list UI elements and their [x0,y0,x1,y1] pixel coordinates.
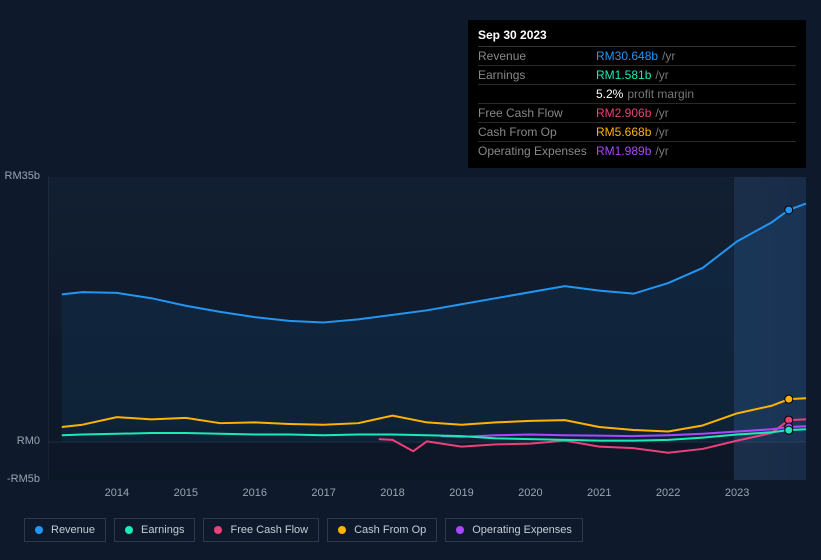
legend-dot-icon [125,526,133,534]
legend-item[interactable]: Free Cash Flow [203,518,319,542]
legend-item[interactable]: Operating Expenses [445,518,583,542]
tooltip-row-label: Free Cash Flow [478,106,596,120]
tooltip-row-label: Revenue [478,49,596,63]
tooltip-row-value: RM1.581b [596,68,651,82]
series-marker [785,426,793,434]
tooltip-row: Operating ExpensesRM1.989b/yr [478,142,796,160]
tooltip-row-suffix: /yr [662,49,675,63]
legend-dot-icon [35,526,43,534]
x-axis-tick: 2015 [174,487,198,499]
tooltip-row-label: Earnings [478,68,596,82]
legend-label: Earnings [141,524,184,536]
chart-lines [48,177,806,480]
tooltip-row-label: Operating Expenses [478,144,596,158]
legend-dot-icon [214,526,222,534]
tooltip-row-suffix: /yr [655,144,668,158]
tooltip-row: EarningsRM1.581b/yr [478,66,796,85]
legend-item[interactable]: Earnings [114,518,195,542]
tooltip-row-label: Cash From Op [478,125,596,139]
legend-label: Cash From Op [354,524,426,536]
legend-item[interactable]: Cash From Op [327,518,437,542]
tooltip-rows: RevenueRM30.648b/yrEarningsRM1.581b/yr5.… [478,47,796,160]
tooltip-row-value: RM1.989b [596,144,651,158]
y-axis-tick: -RM5b [0,473,40,485]
y-axis-tick: RM0 [0,435,40,447]
legend-dot-icon [338,526,346,534]
tooltip-row-value: RM30.648b [596,49,658,63]
tooltip-row-value: RM2.906b [596,106,651,120]
x-axis-tick: 2014 [105,487,129,499]
legend-label: Free Cash Flow [230,524,308,536]
legend-dot-icon [456,526,464,534]
legend-label: Revenue [51,524,95,536]
tooltip-row-suffix: /yr [655,68,668,82]
x-axis-tick: 2016 [242,487,266,499]
x-axis-tick: 2018 [380,487,404,499]
legend-label: Operating Expenses [472,524,572,536]
series-marker [785,395,793,403]
chart-tooltip: Sep 30 2023 RevenueRM30.648b/yrEarningsR… [468,20,806,168]
x-axis-tick: 2021 [587,487,611,499]
tooltip-date: Sep 30 2023 [478,28,796,47]
tooltip-subrow: 5.2% profit margin [478,85,796,104]
x-axis-tick: 2022 [656,487,680,499]
tooltip-row-value: RM5.668b [596,125,651,139]
x-axis-tick: 2019 [449,487,473,499]
tooltip-sub-pct: 5.2% [596,87,623,101]
tooltip-row-suffix: /yr [655,106,668,120]
legend-item[interactable]: Revenue [24,518,106,542]
revenue-history-chart: RM35bRM0-RM5b 20142015201620172018201920… [16,160,806,480]
tooltip-row-suffix: /yr [655,125,668,139]
tooltip-row: Cash From OpRM5.668b/yr [478,123,796,142]
series-marker [785,206,793,214]
chart-legend: Revenue Earnings Free Cash Flow Cash From O… [24,518,583,542]
y-axis-tick: RM35b [0,170,40,182]
tooltip-sub-desc: profit margin [627,87,694,101]
x-axis-tick: 2017 [311,487,335,499]
x-axis-tick: 2020 [518,487,542,499]
x-axis-tick: 2023 [725,487,749,499]
tooltip-row: RevenueRM30.648b/yr [478,47,796,66]
tooltip-row: Free Cash FlowRM2.906b/yr [478,104,796,123]
